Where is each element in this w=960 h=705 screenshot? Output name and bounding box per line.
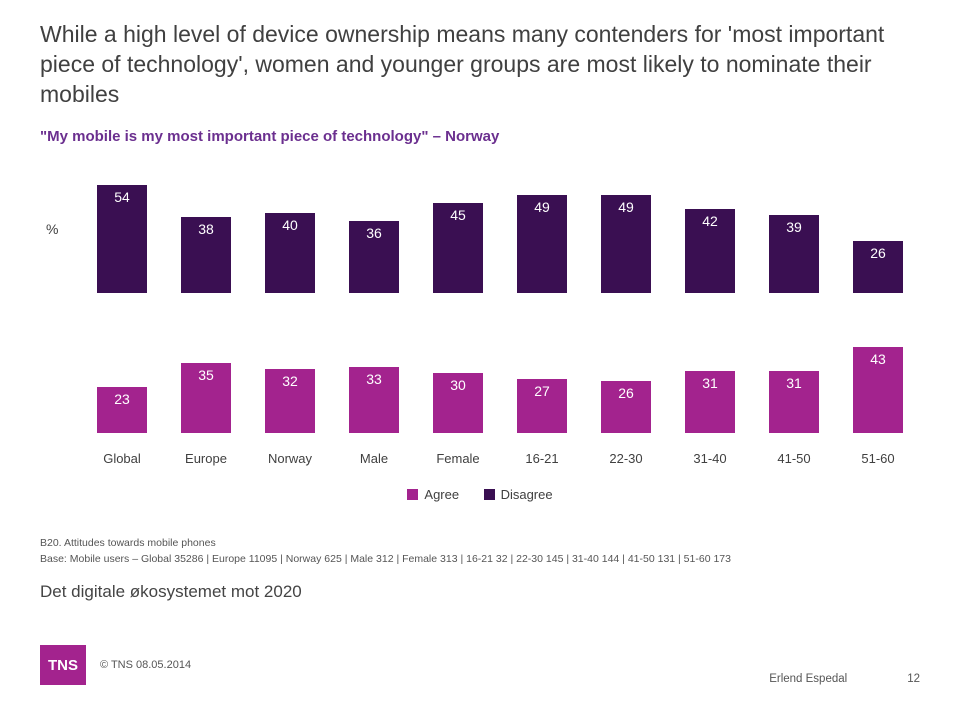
bar-wrap: 49 [500, 173, 584, 293]
bar-wrap: 27 [500, 313, 584, 433]
page-number: 12 [907, 673, 920, 685]
chart: % 54 38 40 36 45 49 49 42 39 26 23 35 32 33 30 27 26 31 3… [40, 173, 920, 483]
bar-value: 27 [534, 379, 550, 399]
bar-value: 35 [198, 363, 214, 383]
category-label: Europe [164, 451, 248, 466]
bar-value: 49 [618, 195, 634, 215]
category-labels-row: GlobalEuropeNorwayMaleFemale16-2122-3031… [80, 451, 920, 466]
category-label: Male [332, 451, 416, 466]
bar-value: 30 [450, 373, 466, 393]
agree-bar: 35 [181, 363, 231, 433]
slide: While a high level of device ownership m… [0, 0, 960, 705]
category-label: 51-60 [836, 451, 920, 466]
footer-left: TNS © TNS 08.05.2014 [40, 645, 191, 685]
agree-bar: 32 [265, 369, 315, 433]
category-label: Female [416, 451, 500, 466]
legend-swatch-agree [407, 489, 418, 500]
agree-bar: 23 [97, 387, 147, 433]
category-label: Norway [248, 451, 332, 466]
author: Erlend Espedal [769, 673, 847, 685]
bar-wrap: 49 [584, 173, 668, 293]
legend-label: Disagree [501, 487, 553, 502]
legend-swatch-disagree [484, 489, 495, 500]
category-label: Global [80, 451, 164, 466]
legend-item-disagree: Disagree [484, 487, 553, 502]
bar-wrap: 32 [248, 313, 332, 433]
bar-value: 31 [786, 371, 802, 391]
bar-wrap: 33 [332, 313, 416, 433]
bar-value: 43 [870, 347, 886, 367]
bar-value: 40 [282, 213, 298, 233]
bar-value: 36 [366, 221, 382, 241]
bar-value: 26 [870, 241, 886, 261]
bar-value: 42 [702, 209, 718, 229]
category-label: 16-21 [500, 451, 584, 466]
bar-wrap: 42 [668, 173, 752, 293]
agree-bar: 33 [349, 367, 399, 433]
footer-right: Erlend Espedal 12 [769, 673, 920, 685]
bar-wrap: 31 [668, 313, 752, 433]
disagree-bar: 40 [265, 213, 315, 293]
agree-bar: 43 [853, 347, 903, 433]
tns-logo: TNS [40, 645, 86, 685]
disagree-bar: 49 [601, 195, 651, 293]
bar-value: 31 [702, 371, 718, 391]
category-label: 31-40 [668, 451, 752, 466]
bar-value: 49 [534, 195, 550, 215]
bar-wrap: 30 [416, 313, 500, 433]
legend-label: Agree [424, 487, 459, 502]
bar-value: 33 [366, 367, 382, 387]
source-line2: Base: Mobile users – Global 35286 | Euro… [40, 551, 920, 568]
disagree-bar: 36 [349, 221, 399, 293]
bar-wrap: 26 [584, 313, 668, 433]
bar-wrap: 36 [332, 173, 416, 293]
page-title: While a high level of device ownership m… [40, 20, 920, 110]
bar-value: 23 [114, 387, 130, 407]
logo-text: TNS [48, 657, 78, 674]
bar-wrap: 43 [836, 313, 920, 433]
bar-wrap: 23 [80, 313, 164, 433]
category-label: 22-30 [584, 451, 668, 466]
bar-value: 38 [198, 217, 214, 237]
bar-row-agree: 23 35 32 33 30 27 26 31 31 43 [80, 313, 920, 433]
copyright: © TNS 08.05.2014 [100, 659, 191, 671]
bar-wrap: 38 [164, 173, 248, 293]
disagree-bar: 38 [181, 217, 231, 293]
disagree-bar: 42 [685, 209, 735, 293]
footer-title: Det digitale økosystemet mot 2020 [40, 582, 920, 602]
bar-value: 39 [786, 215, 802, 235]
bar-wrap: 35 [164, 313, 248, 433]
bar-value: 54 [114, 185, 130, 205]
bar-wrap: 39 [752, 173, 836, 293]
bar-wrap: 45 [416, 173, 500, 293]
agree-bar: 31 [685, 371, 735, 433]
bar-row-disagree: 54 38 40 36 45 49 49 42 39 26 [80, 173, 920, 293]
agree-bar: 31 [769, 371, 819, 433]
disagree-bar: 45 [433, 203, 483, 293]
disagree-bar: 39 [769, 215, 819, 293]
subtitle: "My mobile is my most important piece of… [40, 128, 920, 145]
bar-wrap: 54 [80, 173, 164, 293]
disagree-bar: 54 [97, 185, 147, 293]
bar-value: 32 [282, 369, 298, 389]
category-label: 41-50 [752, 451, 836, 466]
bar-value: 26 [618, 381, 634, 401]
source-line1: B20. Attitudes towards mobile phones [40, 535, 920, 552]
agree-bar: 26 [601, 381, 651, 433]
legend-item-agree: Agree [407, 487, 459, 502]
legend: Agree Disagree [40, 487, 920, 505]
bar-wrap: 26 [836, 173, 920, 293]
agree-bar: 27 [517, 379, 567, 433]
disagree-bar: 49 [517, 195, 567, 293]
bar-value: 45 [450, 203, 466, 223]
agree-bar: 30 [433, 373, 483, 433]
footer-bar: TNS © TNS 08.05.2014 Erlend Espedal 12 [40, 645, 920, 685]
source-note: B20. Attitudes towards mobile phones Bas… [40, 535, 920, 569]
bar-wrap: 40 [248, 173, 332, 293]
bar-wrap: 31 [752, 313, 836, 433]
disagree-bar: 26 [853, 241, 903, 293]
percent-axis-label: % [46, 221, 58, 237]
